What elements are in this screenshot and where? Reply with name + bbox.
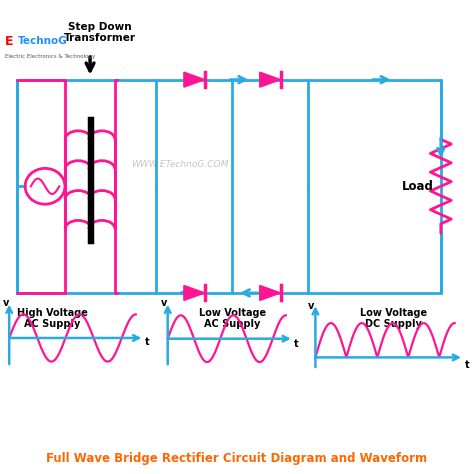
Text: Low Voltage
AC Supply: Low Voltage AC Supply	[199, 308, 266, 329]
Text: High Voltage
AC Supply: High Voltage AC Supply	[17, 308, 88, 329]
Polygon shape	[260, 72, 281, 87]
Text: TechnoG: TechnoG	[18, 36, 68, 46]
Text: Full Wave Bridge Rectifier Circuit Diagram and Waveform: Full Wave Bridge Rectifier Circuit Diagr…	[46, 452, 428, 465]
Text: WWW.ETechnoG.COM: WWW.ETechnoG.COM	[131, 161, 229, 169]
Text: t: t	[294, 339, 299, 349]
Text: E: E	[5, 35, 13, 48]
Text: t: t	[145, 337, 149, 347]
Text: v: v	[308, 301, 315, 310]
Text: Load: Load	[402, 180, 434, 193]
Text: Step Down
Transformer: Step Down Transformer	[64, 22, 136, 44]
Text: v: v	[161, 299, 167, 309]
Polygon shape	[260, 285, 281, 301]
Text: Low Voltage
DC Supply: Low Voltage DC Supply	[360, 308, 427, 329]
Polygon shape	[184, 72, 205, 87]
Text: v: v	[2, 298, 9, 309]
Text: Electric Electronics & Technology: Electric Electronics & Technology	[5, 54, 95, 59]
Text: t: t	[465, 360, 469, 370]
Polygon shape	[184, 285, 205, 301]
